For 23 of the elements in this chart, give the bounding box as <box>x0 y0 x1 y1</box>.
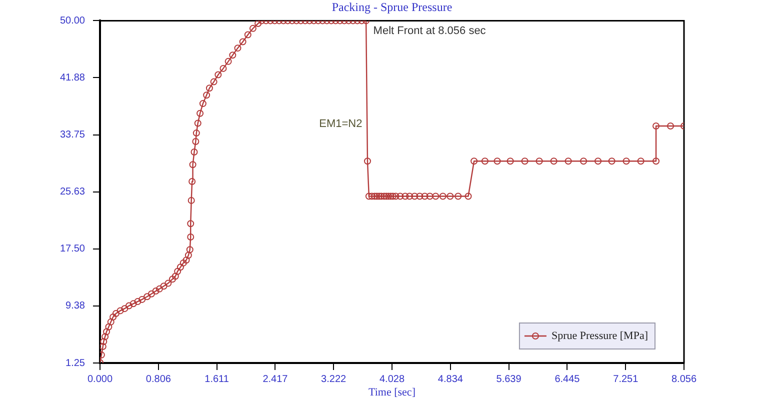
y-tick-label: 41.88 <box>60 72 86 84</box>
x-tick-label: 6.445 <box>554 374 580 385</box>
x-tick-label: 7.251 <box>613 374 639 385</box>
y-tick-label: 17.50 <box>60 244 86 255</box>
y-tick-label: 33.75 <box>60 130 86 141</box>
x-tick-label: 1.611 <box>204 374 230 385</box>
annotation: EM1=N2 <box>319 118 362 130</box>
y-tick-label: 25.63 <box>60 186 86 198</box>
x-tick-label: 2.417 <box>262 374 288 385</box>
legend-label: Sprue Pressure [MPa] <box>551 330 648 342</box>
x-tick-label: 0.000 <box>87 374 113 385</box>
x-tick-label: 8.056 <box>671 374 697 385</box>
x-axis-title: Time [sec] <box>368 386 416 398</box>
chart-title: Packing - Sprue Pressure <box>332 0 452 14</box>
x-tick-label: 3.222 <box>321 374 347 385</box>
y-tick-label: 9.38 <box>66 300 86 312</box>
y-tick-label: 50.00 <box>60 15 86 26</box>
x-tick-label: 0.806 <box>146 374 172 385</box>
x-tick-label: 4.834 <box>438 374 464 385</box>
x-tick-label: 5.639 <box>496 374 522 385</box>
y-tick-label: 1.25 <box>66 358 86 369</box>
annotation: Melt Front at 8.056 sec <box>373 24 486 37</box>
x-tick-label: 4.028 <box>379 374 405 385</box>
